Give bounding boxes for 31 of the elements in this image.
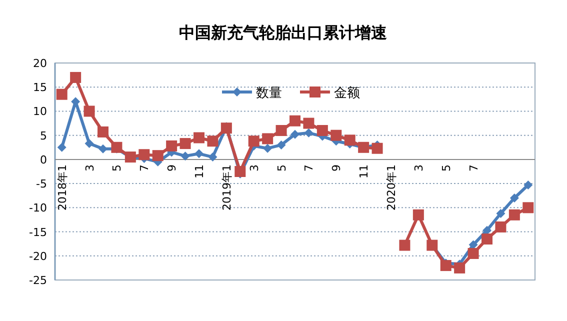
y-tick-label: -10	[29, 202, 47, 215]
x-tick-label: 11	[358, 164, 371, 178]
x-tick-label: 9	[166, 164, 179, 172]
y-tick-label: -5	[36, 178, 47, 191]
legend-数量: 数量	[222, 86, 282, 101]
x-tick-label: 5	[440, 164, 453, 172]
x-tick-label: 5	[275, 164, 288, 172]
x-tick-label: 3	[83, 164, 96, 172]
legend-金额: 金额	[300, 86, 360, 101]
y-tick-label: 0	[40, 153, 47, 166]
y-tick-label: 15	[33, 81, 47, 94]
x-tick-label: 9	[330, 164, 344, 172]
x-tick-label: 7	[467, 164, 480, 172]
x-tick-label: 5	[110, 164, 124, 172]
y-tick-label: -15	[29, 226, 47, 239]
x-tick-label: 2020年1	[385, 164, 398, 210]
legend-label: 数量	[256, 86, 282, 101]
y-tick-label: 20	[33, 57, 47, 70]
x-tick-label: 11	[193, 164, 206, 178]
legend-label: 金额	[334, 86, 360, 101]
x-tick-label: 3	[248, 164, 261, 172]
y-tick-label: 10	[33, 105, 47, 118]
x-tick-label: 7	[302, 164, 316, 172]
y-tick-label: -25	[29, 274, 47, 287]
y-tick-label: 5	[40, 129, 47, 142]
x-tick-label: 2019年1	[220, 164, 234, 210]
x-tick-label: 7	[138, 164, 152, 172]
y-tick-label: -20	[29, 250, 47, 263]
x-tick-label: 3	[412, 164, 426, 172]
chart-title: 中国新充气轮胎出口累计增速	[179, 23, 388, 42]
x-tick-label: 2018年1	[56, 164, 69, 210]
